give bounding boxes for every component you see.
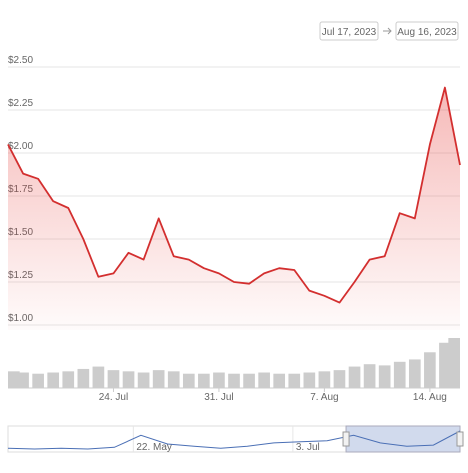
- arrow-icon: [383, 27, 392, 35]
- volume-bar: [32, 373, 44, 388]
- y-tick-label: $2.25: [8, 98, 33, 109]
- volume-bar: [198, 373, 210, 388]
- price-area: [8, 87, 460, 330]
- volume-bar: [182, 373, 195, 388]
- volume-bar: [378, 365, 391, 388]
- volume-bar: [62, 371, 75, 388]
- date-from: Jul 17, 2023: [322, 27, 377, 38]
- y-tick-label: $2.00: [8, 141, 33, 152]
- date-from-box[interactable]: [319, 21, 379, 41]
- volume-bar: [137, 372, 150, 388]
- volume-bar: [47, 372, 60, 388]
- x-tick-label: 14. Aug: [413, 392, 447, 403]
- navigator-selection: [345, 425, 461, 453]
- volume-bar: [92, 366, 105, 388]
- price-line: [7, 86, 461, 304]
- x-tick-label: 7. Aug: [310, 392, 338, 403]
- volume-bar: [122, 371, 135, 388]
- volume-bar: [448, 338, 460, 388]
- date-to: Aug 16, 2023: [397, 27, 457, 38]
- navigator-line: [7, 430, 461, 450]
- volume-bar: [424, 352, 436, 388]
- volume-bar: [77, 368, 90, 388]
- volume-bar: [213, 372, 225, 388]
- volume-bar: [17, 372, 29, 388]
- volume-bar: [228, 373, 240, 388]
- navigator-tick-label: 22. May: [136, 442, 172, 453]
- volume-bar: [348, 366, 361, 388]
- navigator-tick-label: 3. Jul: [296, 442, 320, 453]
- volume-bar: [333, 370, 346, 388]
- volume-bar: [273, 373, 286, 388]
- volume-bar: [8, 371, 20, 388]
- volume-bar: [318, 371, 331, 388]
- y-tick-label: $2.50: [8, 55, 33, 66]
- x-tick-label: 24. Jul: [99, 392, 128, 403]
- x-tick-label: 31. Jul: [204, 392, 233, 403]
- navigator-handle[interactable]: [456, 431, 464, 447]
- volume-bar: [152, 370, 165, 388]
- volume-bar: [258, 372, 270, 388]
- volume-bar: [107, 370, 120, 388]
- volume-bar: [288, 373, 301, 388]
- volume-bar: [408, 359, 421, 388]
- volume-bar: [439, 342, 451, 388]
- navigator-handle[interactable]: [342, 431, 350, 447]
- volume-bar: [303, 372, 316, 388]
- volume-bar: [363, 364, 376, 388]
- date-to-box[interactable]: [395, 21, 459, 41]
- volume-bar: [393, 361, 406, 388]
- volume-bar: [243, 373, 255, 388]
- volume-bar: [167, 371, 180, 388]
